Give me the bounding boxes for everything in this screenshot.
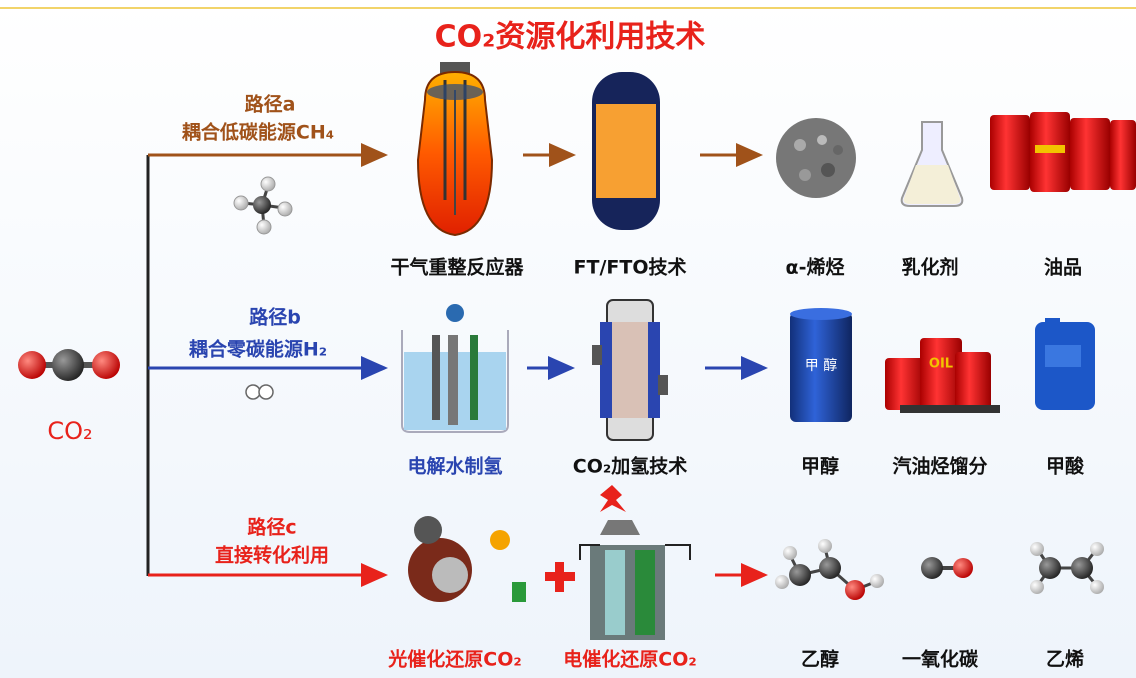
photocatalysis-icon-part xyxy=(512,582,526,602)
alpha-olefin-icon-part xyxy=(799,169,811,181)
electrocatalysis-icon-part xyxy=(635,550,655,635)
step-label: 电催化还原CO₂ xyxy=(563,648,696,671)
ethanol-molecule-icon-part xyxy=(845,580,865,600)
methane-icon-part xyxy=(261,177,275,191)
route-name: 路径c xyxy=(247,516,296,539)
co2-hydrogenation-reactor-icon-part xyxy=(658,375,668,395)
ethylene-molecule-icon-part xyxy=(1071,557,1093,579)
product-label: 油品 xyxy=(1044,257,1082,279)
photocatalysis-icon-part xyxy=(414,516,442,544)
ethylene-molecule-icon-part xyxy=(1090,580,1104,594)
product-label: 一氧化碳 xyxy=(902,648,979,671)
dry-reforming-reactor-icon xyxy=(418,62,492,235)
step-label: 干气重整反应器 xyxy=(390,256,524,279)
oil-barrels-icon xyxy=(990,112,1136,192)
diagram: CO₂资源化利用技术 CO₂ 路径a 耦合低碳能源CH₄ 路径b 耦合零碳能源H… xyxy=(0,0,1136,678)
methane-icon-part xyxy=(253,196,271,214)
gasoline-barrels-icon-part xyxy=(885,358,925,410)
title: CO₂资源化利用技术 xyxy=(435,20,706,55)
ethylene-molecule-icon-part xyxy=(1039,557,1061,579)
formic-acid-container-icon xyxy=(1035,318,1095,410)
route-description: 耦合零碳能源H₂ xyxy=(189,338,327,361)
alpha-olefin-icon xyxy=(776,118,856,198)
co-molecule-icon-part xyxy=(921,557,943,579)
methane-icon-part xyxy=(257,220,271,234)
co2-hydrogenation-reactor-icon-part xyxy=(592,345,602,365)
co2-molecule-part xyxy=(92,351,120,379)
oil-barrels-icon-part xyxy=(1035,145,1065,153)
product-label: 乙烯 xyxy=(1046,648,1084,671)
electrolysis-icon-part xyxy=(432,335,440,420)
gasoline-barrels-icon-part xyxy=(955,352,991,410)
methane-icon-part xyxy=(234,196,248,210)
hydrogen-icon-part xyxy=(259,385,273,399)
product-label: α-烯烃 xyxy=(786,256,845,279)
co-molecule-icon-part xyxy=(953,558,973,578)
product-label: 甲醇 xyxy=(801,455,839,478)
alpha-olefin-icon-part xyxy=(776,118,856,198)
plus-icon-part xyxy=(555,562,564,592)
gasoline-barrels-icon-part xyxy=(900,405,1000,413)
source-label: CO₂ xyxy=(47,417,92,445)
icon-text: OIL xyxy=(929,357,953,372)
icon-text: 甲 醇 xyxy=(805,357,837,374)
route-description: 直接转化利用 xyxy=(215,544,329,567)
oil-barrels-icon-part xyxy=(1070,118,1110,190)
ethanol-molecule-icon-part xyxy=(819,557,841,579)
electrocatalysis-icon-part xyxy=(605,550,625,635)
methanol-barrel-icon-part xyxy=(790,308,852,320)
ft-reactor-icon-part xyxy=(596,104,656,198)
ethanol-molecule-icon-part xyxy=(789,564,811,586)
electrolysis-icon-part xyxy=(446,304,464,322)
ethanol-molecule-icon-part xyxy=(775,575,789,589)
ethylene-molecule-icon-part xyxy=(1090,542,1104,556)
formic-acid-container-icon-part xyxy=(1045,318,1060,328)
ethylene-molecule-icon-part xyxy=(1030,542,1044,556)
formic-acid-container-icon-part xyxy=(1045,345,1081,367)
product-label: 汽油烃馏分 xyxy=(892,455,987,478)
ethanol-molecule-icon-part xyxy=(818,539,832,553)
electrolysis-icon-part xyxy=(470,335,478,420)
alpha-olefin-icon-part xyxy=(833,145,843,155)
route-name: 路径b xyxy=(249,306,301,329)
product-label: 甲酸 xyxy=(1046,455,1085,478)
step-label: FT/FTO技术 xyxy=(574,256,687,279)
ethylene-molecule-icon-part xyxy=(1030,580,1044,594)
oil-barrels-icon-part xyxy=(990,115,1030,190)
co2-molecule-part xyxy=(18,351,46,379)
electrolysis-icon-part xyxy=(448,335,458,425)
photocatalysis-icon-part xyxy=(432,557,468,593)
alpha-olefin-icon-part xyxy=(817,135,827,145)
step-label: CO₂加氢技术 xyxy=(573,455,687,478)
product-label: 乙醇 xyxy=(801,648,839,671)
dry-reforming-reactor-icon-part xyxy=(427,84,483,100)
alpha-olefin-icon-part xyxy=(821,163,835,177)
product-label: 乳化剂 xyxy=(901,256,958,279)
ethanol-molecule-icon-part xyxy=(783,546,797,560)
ft-reactor-icon xyxy=(592,72,660,230)
route-name: 路径a xyxy=(245,93,296,116)
ethanol-molecule-icon-part xyxy=(870,574,884,588)
co2-molecule-part xyxy=(52,349,84,381)
co2-molecule xyxy=(18,349,120,381)
step-label: 光催化还原CO₂ xyxy=(387,648,521,671)
route-description: 耦合低碳能源CH₄ xyxy=(182,121,334,144)
methane-icon-part xyxy=(278,202,292,216)
co2-hydrogenation-reactor-icon-part xyxy=(612,322,648,418)
oil-barrels-icon-part xyxy=(1110,120,1136,190)
hydrogen-icon-part xyxy=(246,385,260,399)
alpha-olefin-icon-part xyxy=(794,139,806,151)
photocatalysis-icon-part xyxy=(490,530,510,550)
step-label: 电解水制氢 xyxy=(407,455,502,478)
